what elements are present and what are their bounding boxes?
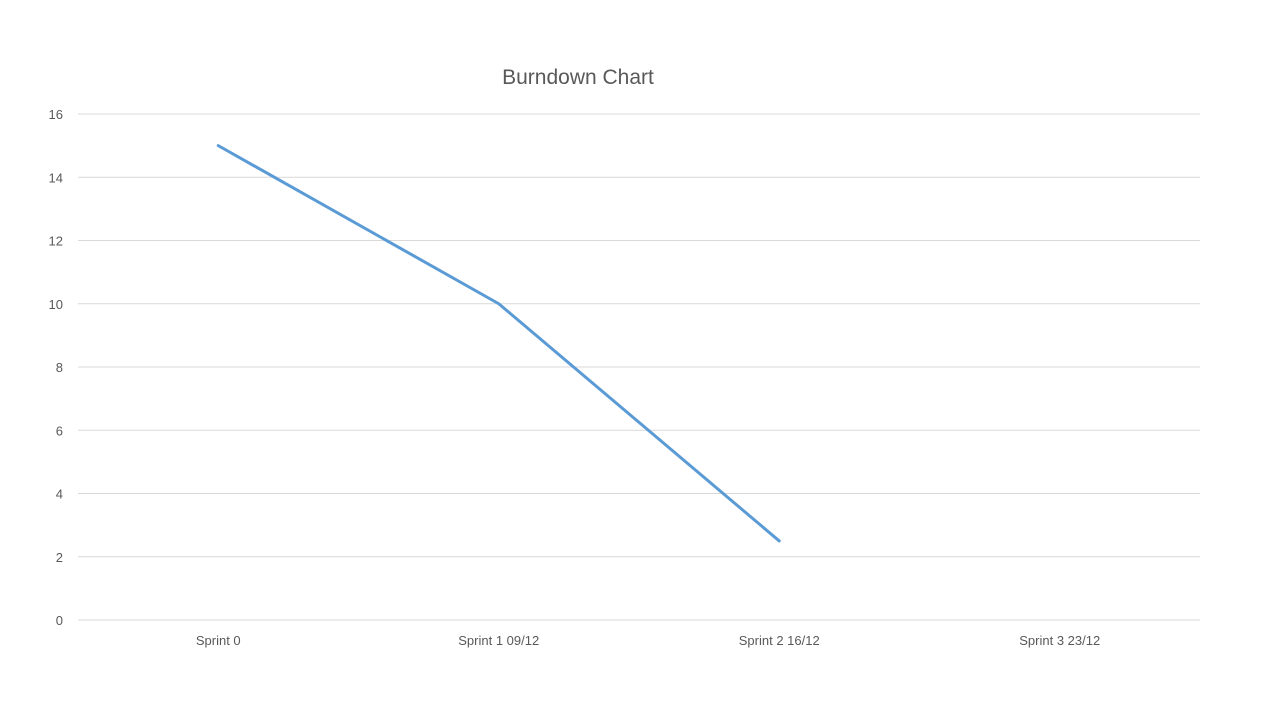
series-layer	[216, 144, 781, 543]
y-tick-label: 6	[56, 423, 63, 438]
y-axis-ticks: 0 2 4 6 8 10 12 14 16	[49, 107, 63, 628]
x-tick-label: Sprint 1 09/12	[458, 633, 539, 648]
gridlines	[78, 113, 1200, 621]
y-tick-label: 8	[56, 360, 63, 375]
y-tick-label: 12	[49, 234, 63, 249]
chart-title: Burndown Chart	[502, 66, 654, 89]
y-tick-label: 14	[49, 170, 63, 185]
x-tick-label: Sprint 3 23/12	[1019, 633, 1100, 648]
x-tick-label: Sprint 0	[196, 633, 241, 648]
y-tick-label: 2	[56, 550, 63, 565]
y-tick-label: 4	[56, 487, 63, 502]
series-line	[216, 144, 781, 543]
y-tick-label: 16	[49, 107, 63, 122]
y-tick-label: 0	[56, 613, 63, 628]
y-tick-label: 10	[49, 297, 63, 312]
x-axis-ticks: Sprint 0 Sprint 1 09/12 Sprint 2 16/12 Spri…	[196, 633, 1100, 648]
x-tick-label: Sprint 2 16/12	[739, 633, 820, 648]
